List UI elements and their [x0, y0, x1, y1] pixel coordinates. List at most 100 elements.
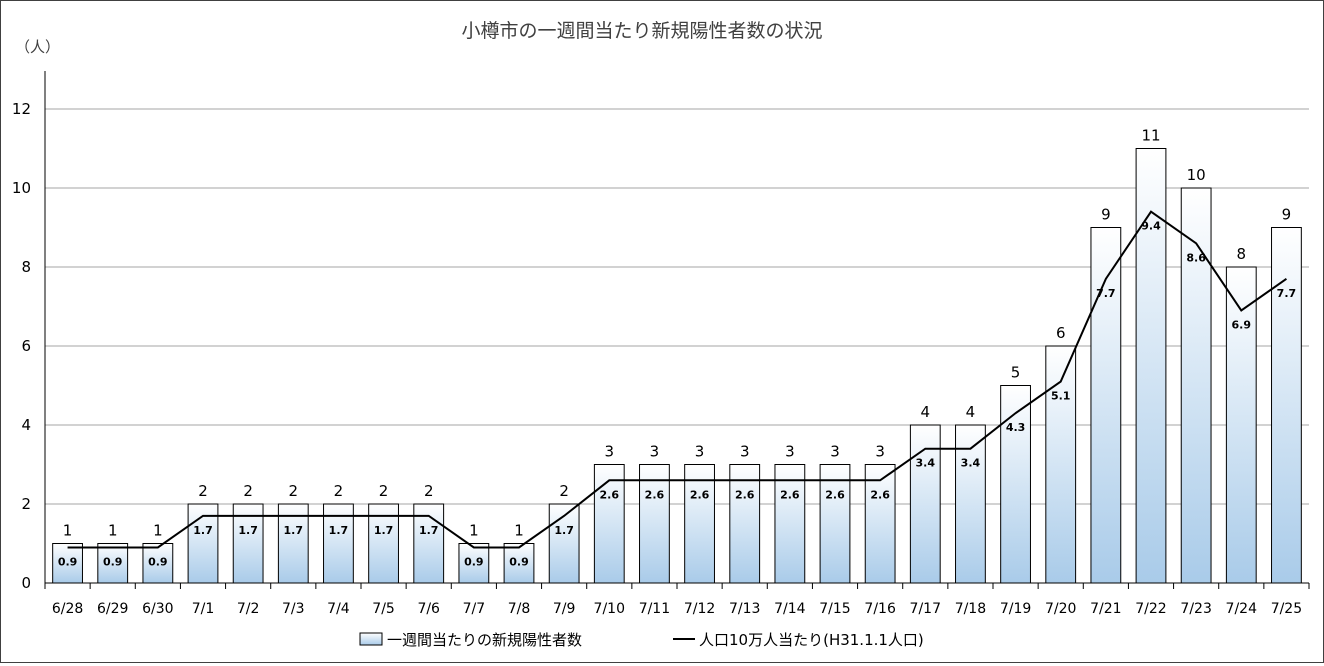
- bar-value-label: 1: [514, 522, 524, 540]
- bar-value-label: 3: [695, 443, 705, 461]
- bar: [97, 543, 129, 584]
- x-tick-label: 7/5: [372, 601, 395, 617]
- x-tick-label: 7/17: [910, 601, 941, 617]
- line-value-label: 1.7: [419, 524, 439, 537]
- x-tick-label: 7/14: [774, 601, 806, 617]
- bar: [729, 464, 761, 584]
- line-value-label: 0.9: [464, 555, 484, 568]
- legend-bar-label: 一週間当たりの新規陽性者数: [387, 631, 582, 649]
- line-value-label: 2.6: [690, 488, 710, 501]
- line-value-label: 1.7: [193, 524, 213, 537]
- line-value-label: 1.7: [374, 524, 394, 537]
- line-value-label: 1.7: [284, 524, 304, 537]
- x-tick-label: 7/2: [237, 601, 260, 617]
- bar: [639, 464, 670, 584]
- line-value-label: 3.4: [961, 457, 981, 470]
- x-tick-label: 6/30: [142, 601, 173, 617]
- line-value-label: 5.1: [1051, 390, 1071, 403]
- bar-value-label: 10: [1187, 166, 1206, 184]
- y-tick-label: 10: [12, 179, 31, 197]
- legend: 一週間当たりの新規陽性者数 人口10万人当たり(H31.1.1人口): [359, 631, 924, 649]
- line-value-label: 1.7: [238, 524, 258, 537]
- bar: [819, 464, 851, 584]
- bar: [368, 503, 399, 584]
- line-value-label: 2.6: [735, 488, 755, 501]
- bar-value-label: 4: [921, 403, 931, 421]
- bar-value-label: 2: [243, 482, 253, 500]
- x-tick-label: 7/11: [639, 601, 670, 617]
- line-value-label: 7.7: [1096, 287, 1116, 300]
- x-tick-label: 7/12: [684, 601, 715, 617]
- bar: [548, 503, 580, 584]
- x-tick-label: 7/6: [417, 601, 440, 617]
- line-data-labels: 0.9 0.9 0.9 1.7 1.7 1.7 1.7 1.7 1.7 0.9 0.9 1.7 2.6 2…: [58, 220, 1296, 569]
- bar-value-label: 11: [1141, 127, 1160, 145]
- bar-value-label: 3: [875, 443, 885, 461]
- x-tick-label: 7/10: [594, 601, 625, 617]
- bar-value-label: 1: [63, 522, 73, 540]
- legend-bar-swatch: [359, 632, 383, 646]
- line-value-label: 2.6: [870, 488, 890, 501]
- x-tick-label: 7/21: [1090, 601, 1121, 617]
- axes: [44, 71, 1310, 589]
- bar: [1225, 266, 1257, 584]
- line-value-label: 0.9: [103, 555, 123, 568]
- bar: [593, 464, 625, 584]
- bar: [323, 503, 354, 584]
- bar-value-label: 3: [740, 443, 750, 461]
- bar-value-label: 8: [1237, 245, 1247, 263]
- x-axis-labels: 6/28 6/29 6/30 7/1 7/2 7/3 7/4 7/5 7/6 7/7 7/8 7/9 7…: [52, 601, 1302, 617]
- bar-value-label: 2: [334, 482, 344, 500]
- bar-series: [52, 148, 1302, 584]
- line-value-label: 0.9: [58, 555, 78, 568]
- x-tick-label: 7/8: [508, 601, 531, 617]
- line-value-label: 0.9: [148, 555, 168, 568]
- line-value-label: 0.9: [509, 555, 529, 568]
- line-value-label: 1.7: [329, 524, 349, 537]
- bar-value-label: 4: [966, 403, 976, 421]
- bar: [1135, 148, 1167, 584]
- y-tick-label: 2: [21, 495, 31, 513]
- x-tick-label: 7/25: [1271, 601, 1302, 617]
- bar: [1090, 227, 1122, 584]
- line-value-label: 2.6: [825, 488, 845, 501]
- line-series: [67, 210, 1288, 549]
- x-tick-label: 7/16: [864, 601, 896, 617]
- y-tick-label: 6: [21, 337, 31, 355]
- y-tick-label: 4: [21, 416, 31, 434]
- bar: [955, 424, 986, 584]
- line-value-label: 1.7: [554, 524, 574, 537]
- x-tick-label: 7/4: [327, 601, 350, 617]
- bar: [864, 464, 896, 584]
- bar: [684, 464, 715, 584]
- x-tick-label: 7/1: [192, 601, 215, 617]
- bar-value-label: 1: [469, 522, 479, 540]
- line-value-label: 7.7: [1277, 287, 1297, 300]
- x-tick-label: 7/22: [1135, 601, 1166, 617]
- bar-value-label: 3: [605, 443, 615, 461]
- bar-value-label: 1: [108, 522, 118, 540]
- bar: [774, 464, 806, 584]
- bar: [458, 543, 490, 584]
- bar: [1045, 345, 1077, 584]
- x-tick-label: 7/18: [955, 601, 986, 617]
- bar-value-label: 9: [1282, 206, 1292, 224]
- bar-value-label: 2: [379, 482, 389, 500]
- bar: [1000, 385, 1031, 584]
- x-tick-label: 7/19: [1000, 601, 1031, 617]
- y-axis-ticks: 0 2 4 6 8 10 12: [12, 100, 31, 592]
- bar-value-label: 5: [1011, 364, 1021, 382]
- line-value-label: 4.3: [1006, 421, 1026, 434]
- bar-value-label: 3: [785, 443, 795, 461]
- bar: [277, 503, 309, 584]
- line-value-label: 6.9: [1232, 318, 1252, 331]
- x-tick-label: 7/15: [819, 601, 850, 617]
- chart-title: 小樽市の一週間当たり新規陽性者数の状況: [461, 20, 822, 42]
- legend-line-label: 人口10万人当たり(H31.1.1人口): [699, 631, 924, 649]
- bar-value-label: 6: [1056, 324, 1066, 342]
- y-tick-label: 8: [21, 258, 31, 276]
- line-value-label: 8.6: [1186, 251, 1206, 264]
